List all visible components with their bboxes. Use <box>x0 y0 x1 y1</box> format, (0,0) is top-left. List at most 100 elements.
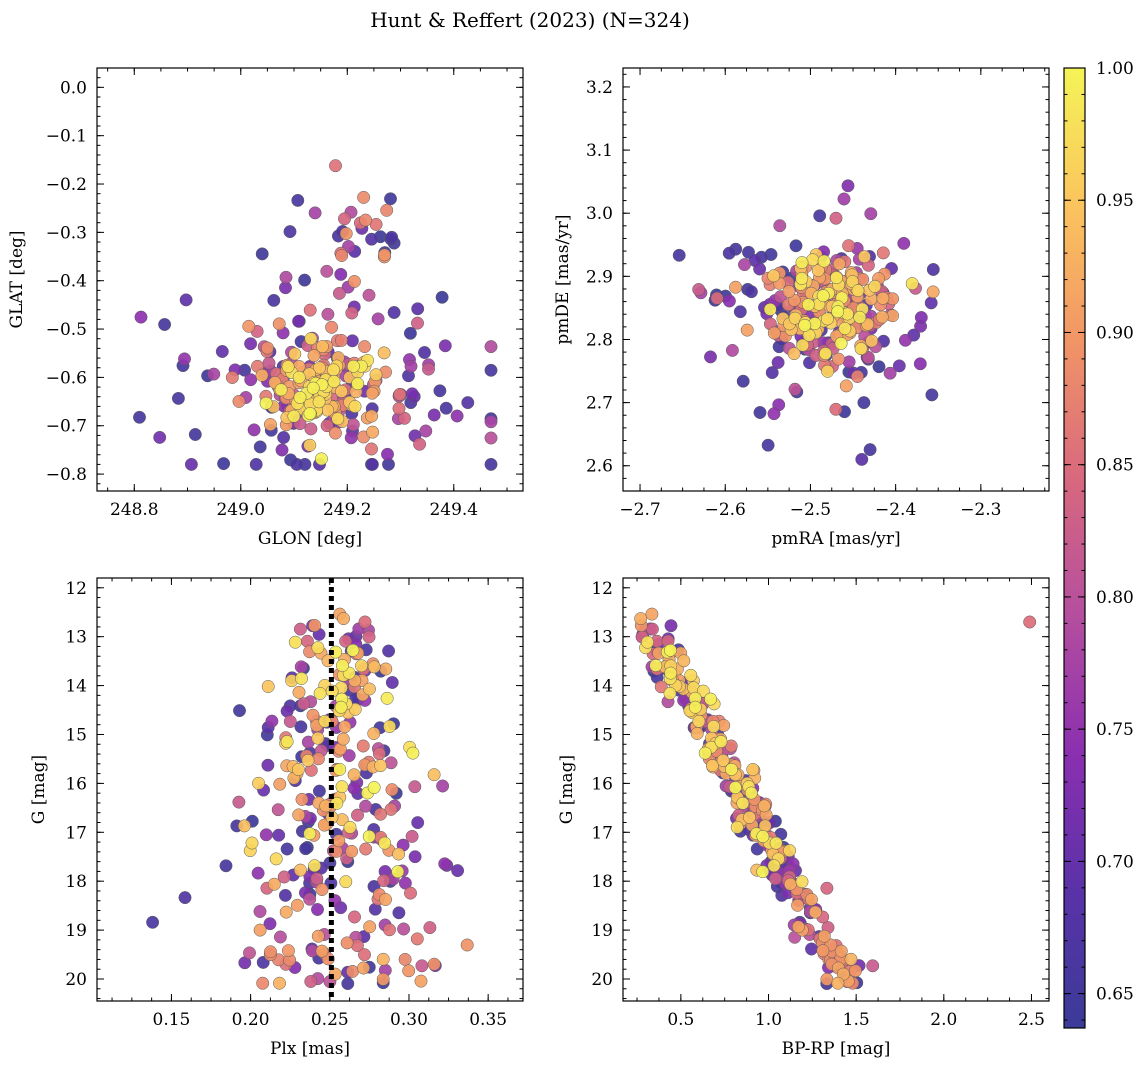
data-point <box>365 409 379 423</box>
data-point <box>433 384 447 398</box>
data-point <box>725 762 738 776</box>
data-point <box>842 239 856 253</box>
data-point <box>273 930 287 944</box>
data-point <box>892 359 906 373</box>
data-point <box>279 905 293 919</box>
data-point <box>795 875 809 889</box>
data-point <box>245 836 259 850</box>
data-point <box>293 390 307 404</box>
data-point <box>290 898 304 912</box>
data-point <box>408 780 422 794</box>
data-point <box>345 306 359 320</box>
x-tick-label: −2.4 <box>875 500 916 520</box>
data-point <box>358 948 371 962</box>
data-point <box>736 374 750 388</box>
data-point <box>315 340 329 353</box>
data-point <box>391 865 405 879</box>
data-point <box>716 753 730 767</box>
data-point <box>402 964 416 978</box>
data-point <box>307 349 321 363</box>
data-point <box>728 781 742 795</box>
data-point <box>338 720 352 734</box>
data-point <box>379 893 392 906</box>
y-tick-label: 17 <box>591 823 613 843</box>
data-point <box>868 279 882 293</box>
colorbar-tick-label: 0.80 <box>1096 588 1134 608</box>
data-point <box>744 285 758 299</box>
data-point <box>359 213 373 227</box>
y-tick-label: 2.6 <box>586 457 613 477</box>
y-tick-label: 3.1 <box>586 141 613 161</box>
data-point <box>851 284 865 298</box>
data-point <box>484 340 498 354</box>
data-point <box>791 920 805 934</box>
data-point <box>134 310 148 324</box>
data-point <box>299 842 313 856</box>
data-point <box>914 311 928 324</box>
data-point <box>872 360 886 374</box>
data-point <box>811 264 825 277</box>
data-point <box>337 612 350 626</box>
data-point <box>414 974 428 988</box>
data-point <box>313 686 327 700</box>
data-point <box>300 634 314 648</box>
data-point <box>805 942 818 956</box>
data-point <box>303 892 317 906</box>
data-point <box>654 680 668 694</box>
data-point <box>411 816 425 830</box>
data-point <box>677 654 691 668</box>
data-point <box>392 906 406 920</box>
data-point <box>791 898 805 912</box>
data-point <box>761 438 775 452</box>
data-point <box>346 643 360 657</box>
data-point <box>672 248 686 262</box>
x-tick-label: −2.5 <box>790 500 831 520</box>
data-point <box>188 428 202 441</box>
data-point <box>374 807 387 821</box>
data-point <box>321 307 335 321</box>
data-point <box>333 762 347 776</box>
data-point <box>898 333 912 347</box>
y-tick-label: −0.3 <box>46 223 87 243</box>
x-tick-label: −2.3 <box>960 500 1001 520</box>
panel-3: 0.15 0.20 0.25 0.30 0.35 12 13 14 15 16 17 18 19 20 Pl… <box>29 577 524 1059</box>
data-point <box>298 273 312 287</box>
data-point <box>184 457 198 471</box>
data-point <box>839 379 853 393</box>
data-point <box>707 720 721 733</box>
data-point <box>273 976 286 990</box>
data-point <box>663 686 677 700</box>
data-point <box>722 294 736 308</box>
x-tick-label: 248.8 <box>110 500 159 520</box>
data-point <box>318 714 332 728</box>
chart-title: Hunt & Reffert (2023) (N=324) <box>370 8 690 32</box>
data-point <box>783 877 797 891</box>
data-point <box>244 373 258 387</box>
scatter-points <box>133 159 498 471</box>
x-tick-label: 0.5 <box>667 1010 694 1030</box>
data-point <box>265 714 279 728</box>
data-point <box>346 964 359 978</box>
data-point <box>327 375 341 388</box>
data-point <box>384 192 397 206</box>
data-point <box>398 411 411 425</box>
scatter-points <box>672 179 940 466</box>
data-point <box>820 972 834 986</box>
data-point <box>830 271 843 285</box>
x-axis-label: GLON [deg] <box>258 529 362 549</box>
data-point <box>259 828 273 842</box>
data-point <box>345 844 359 858</box>
x-tick-label: 249.0 <box>216 500 265 520</box>
data-point <box>280 735 294 749</box>
data-point <box>249 457 263 471</box>
data-point <box>383 923 396 937</box>
x-tick-label: 1.5 <box>843 1010 870 1030</box>
data-point <box>834 336 848 350</box>
data-point <box>722 246 736 260</box>
data-point <box>292 314 306 328</box>
data-point <box>362 630 376 644</box>
data-point <box>347 768 361 782</box>
x-tick-label: 0.25 <box>311 1010 349 1030</box>
data-point <box>377 346 391 360</box>
data-point <box>345 334 359 348</box>
